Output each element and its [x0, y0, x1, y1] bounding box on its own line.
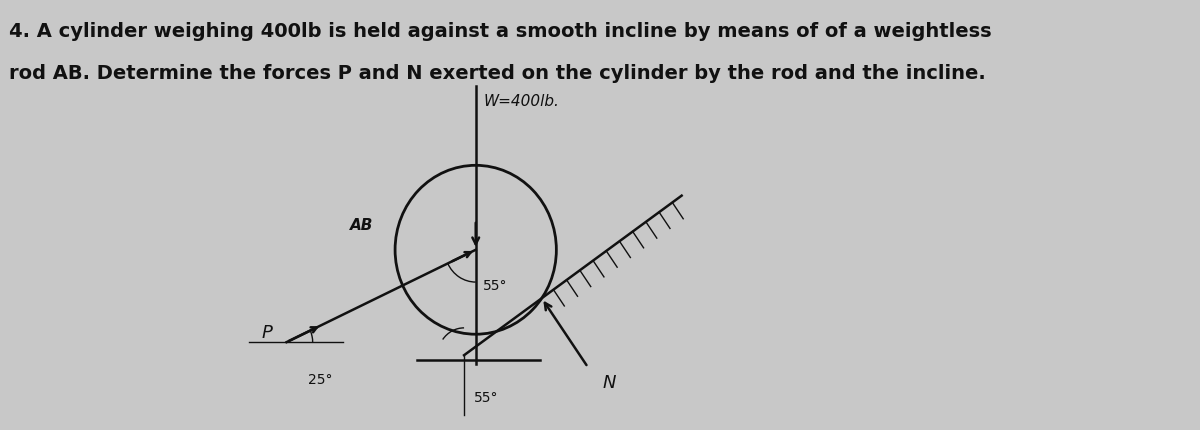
Text: 55°: 55° [484, 278, 508, 292]
Text: AB: AB [350, 218, 373, 232]
Text: N: N [602, 373, 616, 391]
Text: rod AB. Determine the forces P and N exerted on the cylinder by the rod and the : rod AB. Determine the forces P and N exe… [8, 64, 985, 83]
Text: 25°: 25° [307, 372, 332, 386]
Text: P: P [262, 323, 272, 341]
Text: W=400lb.: W=400lb. [484, 94, 559, 109]
Text: 4. A cylinder weighing 400lb is held against a smooth incline by means of of a w: 4. A cylinder weighing 400lb is held aga… [8, 22, 991, 41]
Text: 55°: 55° [474, 390, 498, 404]
